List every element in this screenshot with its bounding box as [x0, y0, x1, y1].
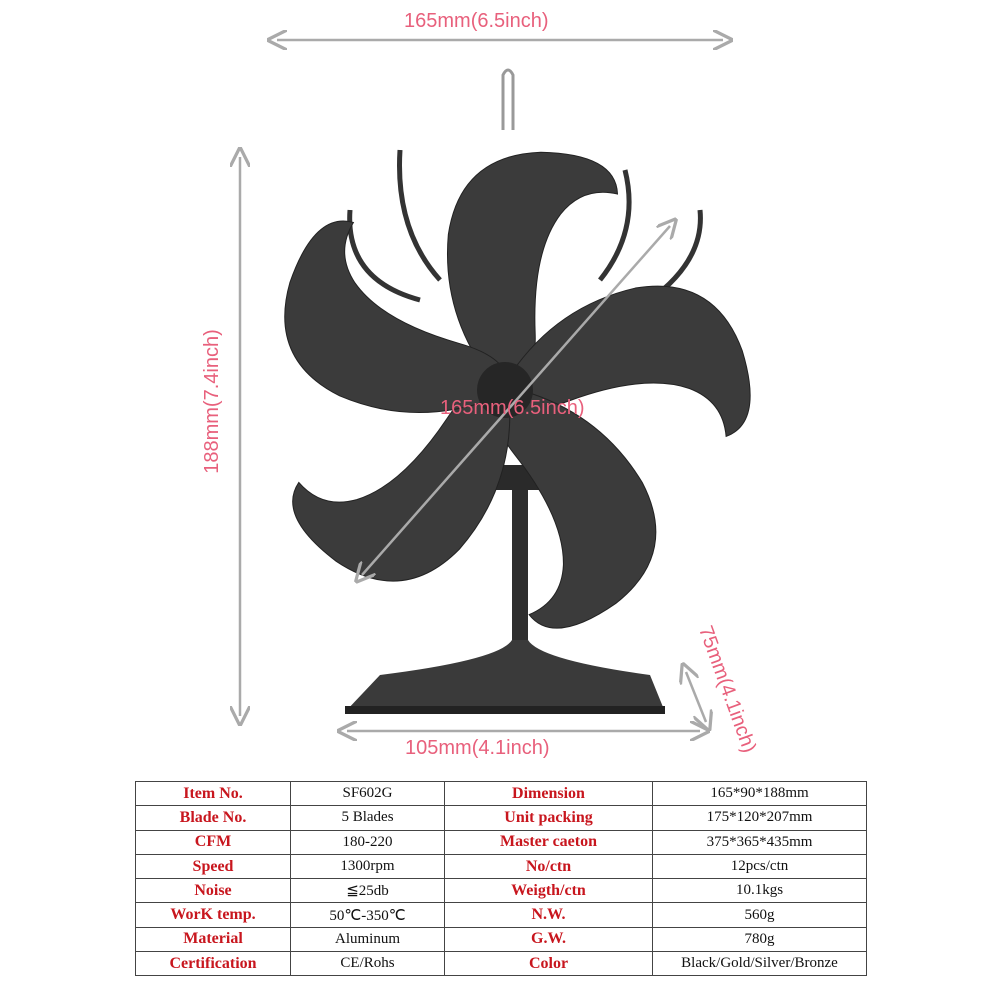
- spec-value: 375*365*435mm: [652, 829, 867, 855]
- spec-row: Noise ≦25db Weigth/ctn 10.1kgs: [135, 878, 867, 904]
- base-width-label: 105mm(4.1inch): [405, 737, 550, 759]
- spec-value: 12pcs/ctn: [652, 853, 867, 880]
- base-depth-arrow: [686, 672, 706, 722]
- spec-value: 50℃-350℃: [290, 902, 445, 928]
- height-label: 188mm(7.4inch): [200, 329, 223, 474]
- spec-label: Unit packing: [444, 805, 653, 831]
- spec-row: Blade No. 5 Blades Unit packing 175*120*207…: [135, 805, 867, 831]
- spec-row: Item No. SF602G Dimension 165*90*188mm: [135, 780, 867, 807]
- spec-label: WorK temp.: [135, 902, 291, 928]
- spec-value: 1300rpm: [290, 853, 445, 880]
- fan-illustration: [0, 0, 751, 770]
- diameter-arrow: [362, 226, 670, 575]
- spec-label: Noise: [135, 878, 291, 904]
- spec-label: Speed: [135, 853, 291, 880]
- spec-label: CFM: [135, 829, 291, 855]
- spec-value: CE/Rohs: [290, 951, 445, 977]
- spec-value: 560g: [652, 902, 867, 928]
- spec-label: Blade No.: [135, 805, 291, 831]
- spec-value: SF602G: [290, 780, 445, 807]
- spec-label: G.W.: [444, 926, 653, 953]
- spec-row: WorK temp. 50℃-350℃ N.W. 560g: [135, 902, 867, 928]
- spec-value: 10.1kgs: [652, 878, 867, 904]
- spec-value: Aluminum: [290, 926, 445, 953]
- spec-row: Certification CE/Rohs Color Black/Gold/Silv…: [135, 951, 867, 977]
- diameter-label: 165mm(6.5inch): [440, 397, 585, 419]
- stand-base: [345, 640, 665, 712]
- spec-label: Item No.: [135, 780, 291, 807]
- spec-value: ≦25db: [290, 878, 445, 904]
- spec-row: Speed 1300rpm No/ctn 12pcs/ctn: [135, 853, 867, 880]
- hook: [501, 68, 515, 130]
- spec-label: Master caeton: [444, 829, 653, 855]
- spec-value: 175*120*207mm: [652, 805, 867, 831]
- stand-base-edge: [345, 706, 665, 714]
- spec-row: Material Aluminum G.W. 780g: [135, 926, 867, 953]
- spec-value: Black/Gold/Silver/Bronze: [652, 951, 867, 977]
- spec-value: 180-220: [290, 829, 445, 855]
- spec-label: No/ctn: [444, 853, 653, 880]
- spec-label: Weigth/ctn: [444, 878, 653, 904]
- spec-value: 165*90*188mm: [652, 780, 867, 807]
- spec-row: CFM 180-220 Master caeton 375*365*435mm: [135, 829, 867, 855]
- width-label: 165mm(6.5inch): [404, 10, 549, 32]
- spec-label: Color: [444, 951, 653, 977]
- spec-value: 5 Blades: [290, 805, 445, 831]
- spec-label: Material: [135, 926, 291, 953]
- spec-table: Item No. SF602G Dimension 165*90*188mm Blade…: [135, 780, 867, 977]
- spec-value: 780g: [652, 926, 867, 953]
- spec-label: Dimension: [444, 780, 653, 807]
- spec-label: N.W.: [444, 902, 653, 928]
- spec-label: Certification: [135, 951, 291, 977]
